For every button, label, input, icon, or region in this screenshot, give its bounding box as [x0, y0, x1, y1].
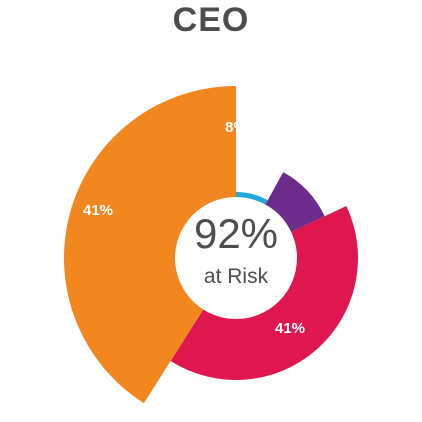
slice-labels: 8% 10% 41% 41%: [83, 119, 305, 337]
center-caption: at Risk: [204, 265, 269, 288]
donut-slice-3: [170, 206, 359, 381]
slice-label-4: 41%: [83, 202, 113, 219]
chart-title: CEO: [172, 1, 250, 39]
slice-label-3: 41%: [275, 320, 305, 337]
center-value: 92%: [194, 210, 278, 257]
donut-slice-2: [265, 172, 325, 233]
donut-slice-1: [236, 192, 268, 205]
donut-slice-4: [64, 86, 236, 404]
donut-slices: [64, 86, 359, 404]
slice-label-1: 8%: [225, 119, 247, 136]
slice-label-2: 10%: [260, 154, 290, 171]
